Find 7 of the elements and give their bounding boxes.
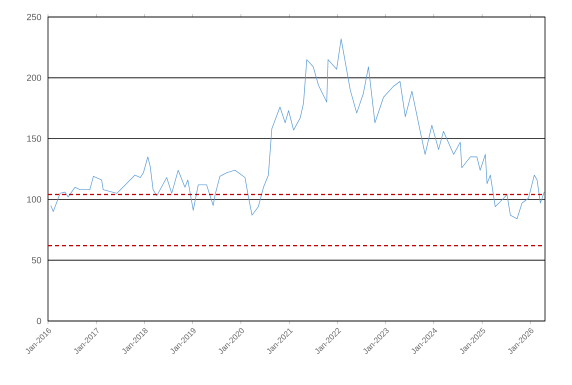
y-tick-label: 250 (26, 14, 42, 20)
y-tick-label: 150 (27, 135, 42, 142)
y-tick-label: 200 (26, 74, 42, 81)
y-tick-label: 0 (36, 318, 42, 324)
y-tick-label: 100 (27, 196, 42, 203)
y-tick-label: 50 (32, 257, 42, 264)
line-series (50, 38, 545, 220)
